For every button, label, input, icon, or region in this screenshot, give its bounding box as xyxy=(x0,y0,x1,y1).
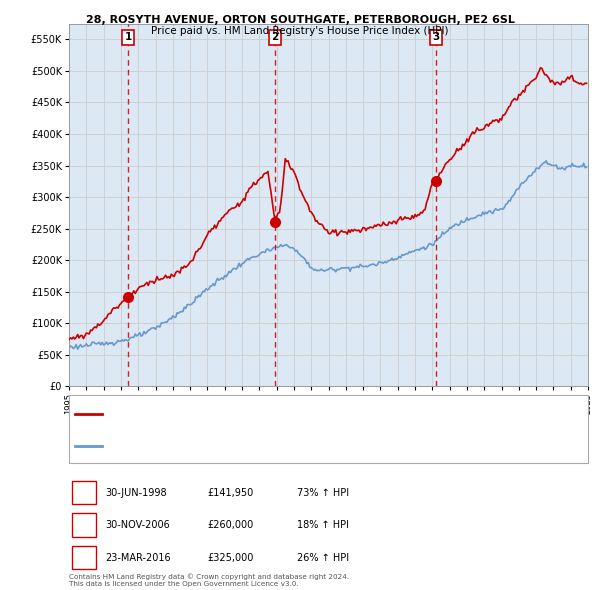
Text: HPI: Average price, detached house, City of Peterborough: HPI: Average price, detached house, City… xyxy=(108,442,357,451)
Text: 30-JUN-1998: 30-JUN-1998 xyxy=(105,488,167,497)
Text: 28, ROSYTH AVENUE, ORTON SOUTHGATE, PETERBOROUGH, PE2 6SL: 28, ROSYTH AVENUE, ORTON SOUTHGATE, PETE… xyxy=(86,15,514,25)
Text: 2: 2 xyxy=(80,520,88,530)
Text: Price paid vs. HM Land Registry's House Price Index (HPI): Price paid vs. HM Land Registry's House … xyxy=(151,26,449,36)
Text: 18% ↑ HPI: 18% ↑ HPI xyxy=(297,520,349,530)
Text: Contains HM Land Registry data © Crown copyright and database right 2024.
This d: Contains HM Land Registry data © Crown c… xyxy=(69,573,349,587)
Text: 28, ROSYTH AVENUE, ORTON SOUTHGATE, PETERBOROUGH, PE2 6SL (detached house): 28, ROSYTH AVENUE, ORTON SOUTHGATE, PETE… xyxy=(108,410,486,419)
Text: 1: 1 xyxy=(80,488,88,497)
Text: 30-NOV-2006: 30-NOV-2006 xyxy=(105,520,170,530)
Text: 3: 3 xyxy=(80,553,88,562)
Text: 23-MAR-2016: 23-MAR-2016 xyxy=(105,553,170,562)
Text: 1: 1 xyxy=(124,32,132,42)
Text: 73% ↑ HPI: 73% ↑ HPI xyxy=(297,488,349,497)
Text: 26% ↑ HPI: 26% ↑ HPI xyxy=(297,553,349,562)
Text: £325,000: £325,000 xyxy=(207,553,253,562)
Text: £260,000: £260,000 xyxy=(207,520,253,530)
Text: 3: 3 xyxy=(432,32,440,42)
Text: £141,950: £141,950 xyxy=(207,488,253,497)
Text: 2: 2 xyxy=(272,32,279,42)
